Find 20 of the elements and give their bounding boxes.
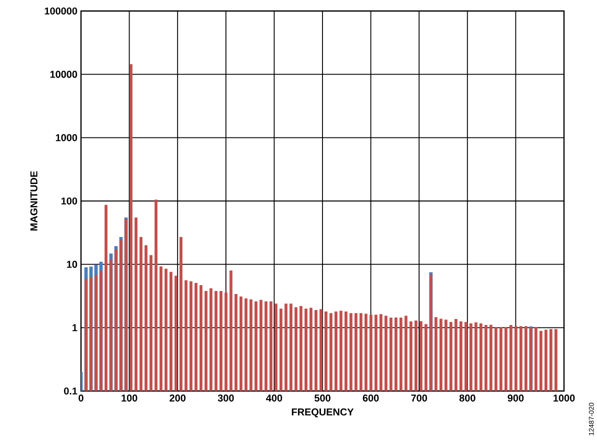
- y-tick-label: 10: [67, 260, 78, 268]
- y-tick-label: 100000: [44, 7, 78, 15]
- y-tick-label: 1000: [56, 134, 78, 142]
- x-tick-label: 100: [122, 394, 138, 402]
- y-axis-title: MAGNITUDE: [30, 171, 38, 230]
- x-tick-label: 1000: [554, 394, 575, 402]
- x-tick-label: 600: [362, 394, 379, 402]
- x-tick-label: 800: [459, 394, 476, 402]
- x-tick-label: 500: [314, 394, 330, 402]
- y-tick-label: 1: [72, 324, 78, 332]
- x-tick-label: 300: [218, 394, 234, 402]
- x-axis-title: FREQUENCY: [292, 408, 354, 418]
- x-tick-label: 400: [266, 394, 282, 402]
- x-tick-label: 200: [170, 394, 186, 402]
- y-tick-label: 0.1: [64, 387, 78, 395]
- x-tick-label: 0: [78, 394, 84, 402]
- x-tick-label: 900: [508, 394, 524, 402]
- x-tick-label: 700: [411, 394, 428, 402]
- y-tick-label: 10000: [50, 70, 78, 78]
- y-tick-label: 100: [61, 197, 78, 205]
